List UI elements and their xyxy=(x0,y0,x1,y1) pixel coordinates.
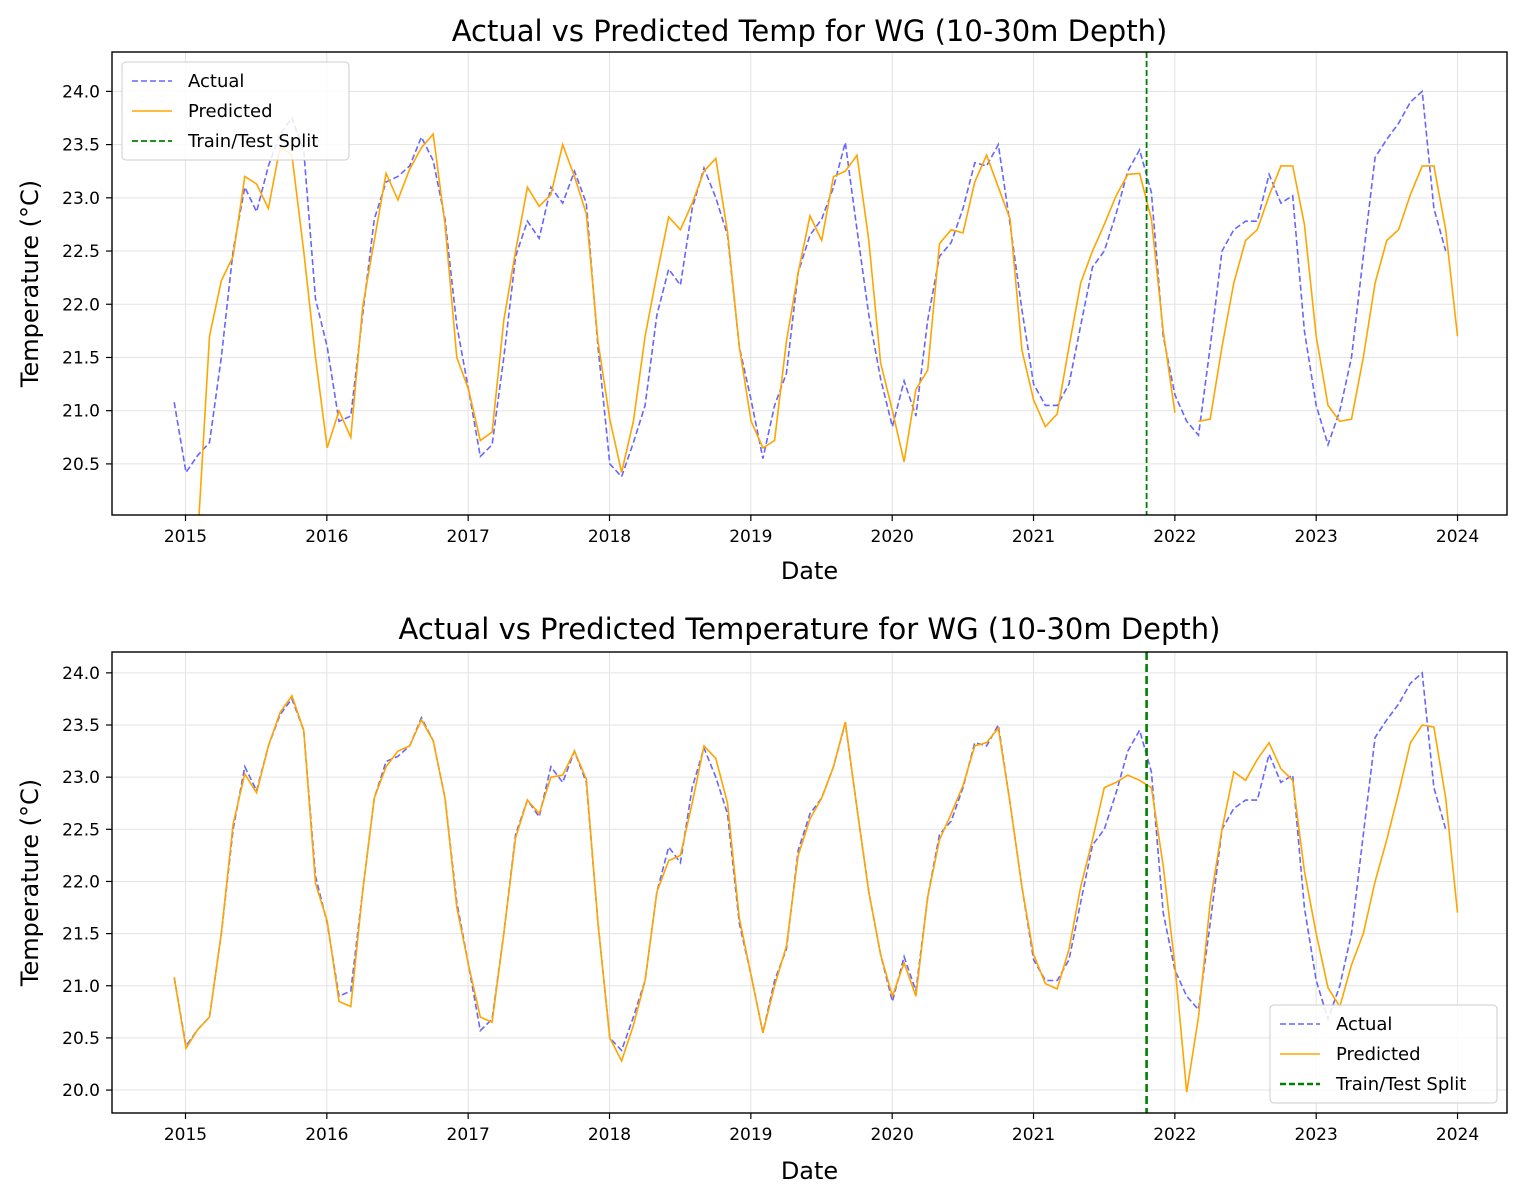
legend-predicted-label: Predicted xyxy=(188,101,273,122)
legend-box xyxy=(1269,1004,1498,1104)
predicted-series-line xyxy=(198,132,1459,515)
chart-title: Actual vs Predicted Temperature for WG (… xyxy=(399,612,1221,646)
x-tick-label: 2024 xyxy=(1436,1125,1479,1145)
x-tick-label: 2019 xyxy=(729,1125,772,1145)
x-tick-label: 2023 xyxy=(1295,527,1338,547)
legend-predicted-label: Predicted xyxy=(1336,1044,1421,1065)
y-tick-label: 21.5 xyxy=(62,925,100,945)
x-axis-label: Date xyxy=(781,557,838,585)
x-tick-label: 2017 xyxy=(447,527,490,547)
y-tick-label: 23.5 xyxy=(62,136,100,156)
y-tick-label: 20.5 xyxy=(62,455,100,475)
y-tick-label: 21.0 xyxy=(62,402,100,422)
y-tick-label: 20.5 xyxy=(62,1029,100,1049)
y-tick-label: 22.5 xyxy=(62,242,100,262)
x-tick-label: 2020 xyxy=(871,1125,914,1145)
x-tick-label: 2016 xyxy=(305,1125,348,1145)
y-tick-label: 24.0 xyxy=(62,664,100,684)
y-tick-label: 24.0 xyxy=(62,82,100,102)
y-tick-label: 23.5 xyxy=(62,716,100,736)
bottom-chart: 2015 2016 2017 2018 2019 2020 2021 2022 2023 2024… xyxy=(16,612,1508,1185)
x-tick-label: 2015 xyxy=(164,1125,207,1145)
y-tick-label: 20.0 xyxy=(62,1081,100,1101)
legend-split: Train/Test Split xyxy=(132,131,318,152)
x-tick-label: 2024 xyxy=(1436,527,1479,547)
x-axis-label: Date xyxy=(781,1157,838,1185)
x-tick-label: 2016 xyxy=(305,527,348,547)
legend: Actual Predicted Train/Test Split xyxy=(1269,1004,1498,1104)
legend: Actual Predicted Train/Test Split xyxy=(121,61,350,161)
x-tick-label: 2022 xyxy=(1153,1125,1196,1145)
x-tick-label: 2017 xyxy=(447,1125,490,1145)
legend-predicted: Predicted xyxy=(132,101,273,122)
x-tick-label: 2021 xyxy=(1012,1125,1055,1145)
legend-split-label: Train/Test Split xyxy=(187,131,318,152)
top-chart: 2015 2016 2017 2018 2019 2020 2021 2022 2023 2024… xyxy=(16,14,1508,585)
legend-actual: Actual xyxy=(1280,1014,1392,1035)
legend-box xyxy=(121,61,350,161)
x-tick-label: 2021 xyxy=(1012,527,1055,547)
plot-frame xyxy=(111,51,1508,516)
legend-actual-label: Actual xyxy=(188,71,244,92)
y-tick-label: 23.0 xyxy=(62,189,100,209)
legend-split-label: Train/Test Split xyxy=(1335,1074,1466,1095)
y-tick-label: 21.0 xyxy=(62,977,100,997)
x-tick-label: 2019 xyxy=(729,527,772,547)
x-tick-label: 2020 xyxy=(871,527,914,547)
actual-series-line xyxy=(173,89,1447,479)
y-tick-label: 21.5 xyxy=(62,348,100,368)
x-tick-label: 2022 xyxy=(1153,527,1196,547)
y-axis-label: Temperature (°C) xyxy=(16,779,44,987)
predicted-series-line xyxy=(173,694,1459,1093)
x-tick-label: 2018 xyxy=(588,1125,631,1145)
plot-frame xyxy=(111,651,1508,1114)
legend-actual: Actual xyxy=(132,71,244,92)
x-tick-label: 2015 xyxy=(164,527,207,547)
x-tick-label: 2023 xyxy=(1295,1125,1338,1145)
y-tick-label: 22.0 xyxy=(62,872,100,892)
y-tick-label: 22.0 xyxy=(62,295,100,315)
actual-series-line xyxy=(173,671,1447,1052)
legend-predicted: Predicted xyxy=(1280,1044,1421,1065)
legend-split: Train/Test Split xyxy=(1280,1074,1466,1095)
y-tick-label: 23.0 xyxy=(62,768,100,788)
x-tick-label: 2018 xyxy=(588,527,631,547)
y-axis-label: Temperature (°C) xyxy=(16,180,44,388)
legend-actual-label: Actual xyxy=(1336,1014,1392,1035)
chart-title: Actual vs Predicted Temp for WG (10-30m … xyxy=(452,14,1168,48)
y-tick-label: 22.5 xyxy=(62,820,100,840)
